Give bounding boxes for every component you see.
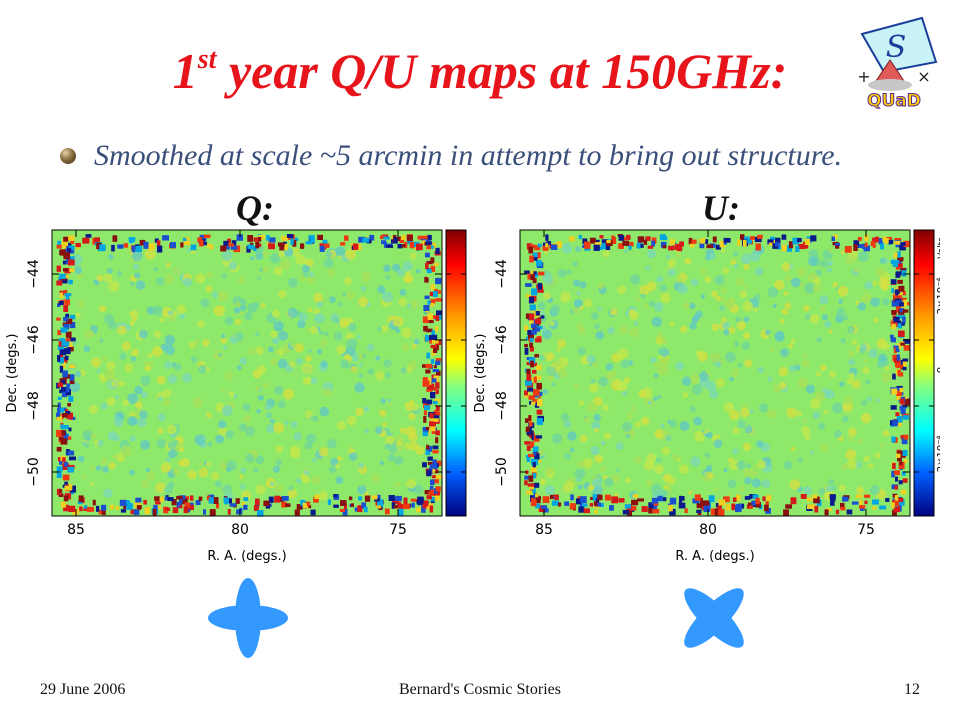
y-tick-label: −46 <box>494 325 510 355</box>
colorbar <box>913 229 935 517</box>
x-axis-label: R. A. (degs.) <box>207 549 286 564</box>
footer-page-number: 12 <box>904 681 920 698</box>
y-tick-label: −48 <box>26 391 42 421</box>
logo-name: QUaD <box>867 91 921 111</box>
x-tick-label: 75 <box>389 522 407 538</box>
q-map-panel: 85 80 75 R. A. (degs.) −44 −46 −48 −50 Dec. (deg… <box>2 228 472 564</box>
y-tick-label: −44 <box>26 259 42 289</box>
x-tick-label: 80 <box>699 522 717 538</box>
y-axis-label: Dec. (degs.) <box>473 334 488 413</box>
map-edge-noise <box>524 234 911 517</box>
x-tick-label: 75 <box>857 522 875 538</box>
u-map-label: U: <box>702 188 740 228</box>
footer-talk-title: Bernard's Cosmic Stories <box>399 681 561 698</box>
x-tick-label: 80 <box>231 522 249 538</box>
map-plot-area <box>52 230 443 517</box>
y-axis-label: Dec. (degs.) <box>5 334 20 413</box>
logo-letter: S <box>886 30 907 65</box>
q-polarization-icon <box>206 576 290 665</box>
y-tick-label: −46 <box>26 325 42 355</box>
quad-logo: S + × QUaD <box>844 12 944 112</box>
colorbar-tick-label: −2×10⁻⁴ <box>936 435 940 480</box>
y-tick-label: −48 <box>494 391 510 421</box>
map-plot-area <box>520 230 911 517</box>
map-noise-texture <box>69 243 425 503</box>
y-tick-label: −50 <box>494 457 510 487</box>
logo-times: × <box>917 67 930 86</box>
colorbar-tick-label: 2×10⁻⁴ <box>936 278 940 315</box>
slide-title: 1st year Q/U maps at 150GHz: <box>0 30 960 101</box>
title-text: year Q/U maps at 150GHz: <box>216 43 788 99</box>
x-axis-label: R. A. (degs.) <box>675 549 754 564</box>
u-map-panel: 85 80 75 R. A. (degs.) −44 −46 −48 −50 Dec. (deg… <box>470 228 940 564</box>
footer-date: 29 June 2006 <box>40 681 126 698</box>
u-polarization-icon <box>672 576 756 665</box>
x-tick-label: 85 <box>535 522 553 538</box>
title-number: 1 <box>172 43 198 99</box>
logo-plus: + <box>857 67 870 86</box>
title-superscript: st <box>197 44 217 75</box>
q-map-figure: 85 80 75 R. A. (degs.) −44 −46 −48 −50 Dec. (deg… <box>5 229 467 564</box>
colorbar-unit-label: Volts <box>937 237 940 259</box>
q-map-label: Q: <box>236 188 274 228</box>
map-edge-noise <box>56 234 443 517</box>
colorbar-tick-label: 0 <box>936 367 940 373</box>
y-tick-label: −50 <box>26 457 42 487</box>
x-tick-label: 85 <box>67 522 85 538</box>
colorbar <box>445 229 467 517</box>
bullet-text: Smoothed at scale ~5 arcmin in attempt t… <box>94 139 843 172</box>
u-map-figure: 85 80 75 R. A. (degs.) −44 −46 −48 −50 Dec. (deg… <box>473 229 940 564</box>
y-tick-label: −44 <box>494 259 510 289</box>
bullet-icon <box>60 148 76 164</box>
